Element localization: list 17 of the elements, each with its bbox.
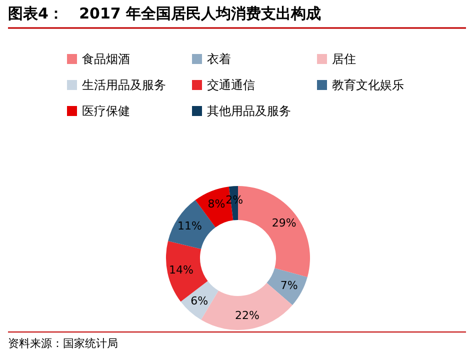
data-label: 29%: [272, 216, 296, 230]
text: 资料来源：国家统计局: [8, 337, 118, 350]
data-label: 11%: [177, 219, 202, 232]
legend-label: 其他用品及服务: [207, 104, 291, 118]
chart-title: 图表4： 2017 年全国居民人均消费支出构成: [8, 4, 322, 22]
legend-label: 居住: [332, 52, 356, 66]
data-label: 6%: [190, 294, 208, 308]
legend-label: 交通通信: [207, 78, 255, 92]
data-label: 14%: [169, 263, 194, 276]
legend-label: 衣着: [207, 52, 231, 66]
data-label: 8%: [208, 198, 226, 211]
legend-label: 食品烟酒: [82, 52, 130, 66]
data-label: 7%: [280, 278, 298, 292]
data-label: 22%: [234, 308, 260, 322]
legend-label: 教育文化娱乐: [332, 78, 404, 92]
legend-label: 生活用品及服务: [82, 78, 166, 92]
legend-label: 医疗保健: [82, 104, 130, 118]
